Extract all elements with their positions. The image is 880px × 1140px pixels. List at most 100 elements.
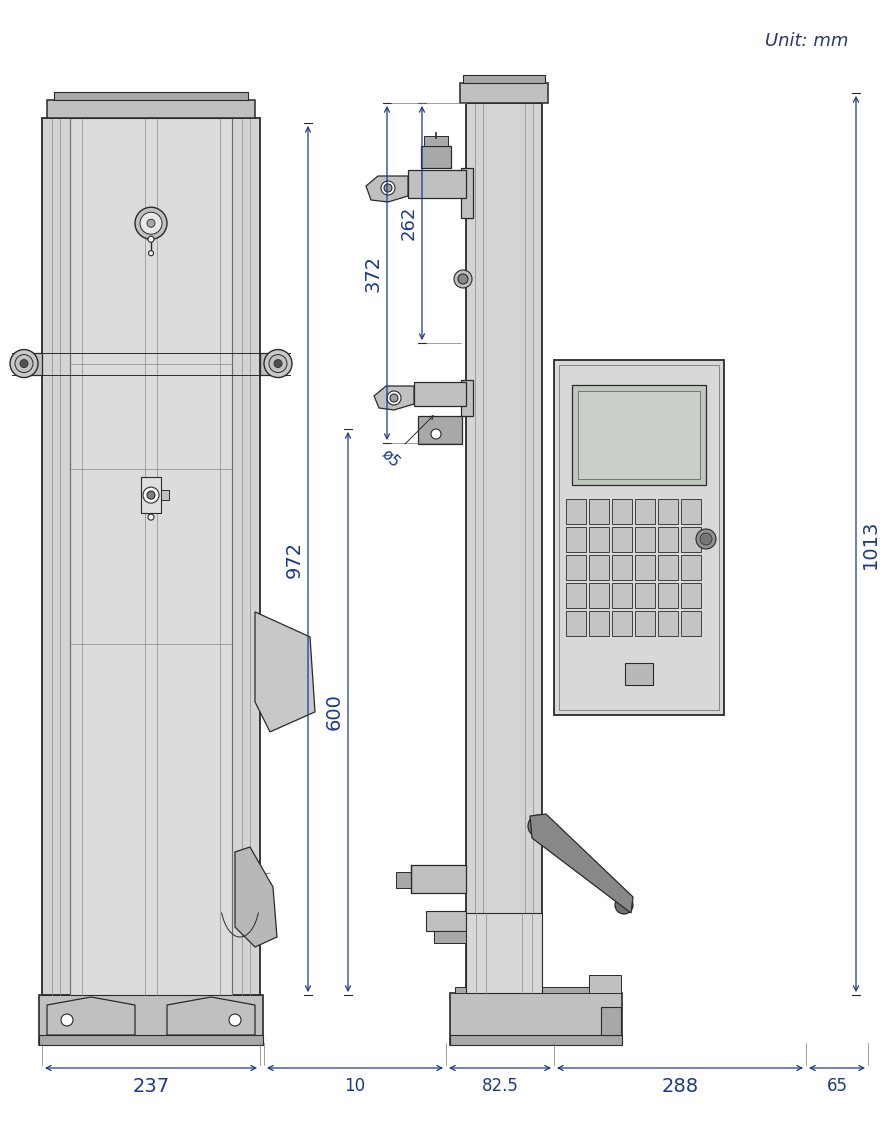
Bar xyxy=(466,103,542,993)
Text: 65: 65 xyxy=(826,1077,847,1096)
Bar xyxy=(612,583,632,608)
Bar xyxy=(657,527,678,552)
Bar xyxy=(612,554,632,579)
Bar xyxy=(612,527,632,552)
Bar xyxy=(680,583,700,608)
Bar xyxy=(680,554,700,579)
Bar xyxy=(450,993,622,1045)
Bar xyxy=(657,554,678,579)
Bar xyxy=(39,995,263,1045)
Circle shape xyxy=(384,184,392,192)
Bar xyxy=(396,872,411,888)
Bar xyxy=(680,527,700,552)
Circle shape xyxy=(381,181,395,195)
Text: 82.5: 82.5 xyxy=(481,1077,518,1096)
Bar xyxy=(54,92,248,100)
Text: 1013: 1013 xyxy=(861,520,879,569)
Text: 600: 600 xyxy=(325,693,343,731)
Circle shape xyxy=(140,212,162,234)
Polygon shape xyxy=(235,847,277,947)
Circle shape xyxy=(229,1013,241,1026)
Bar xyxy=(408,170,466,198)
Bar xyxy=(625,663,653,685)
Bar xyxy=(418,416,462,443)
Text: Unit: mm: Unit: mm xyxy=(765,32,848,50)
Bar xyxy=(566,554,585,579)
Circle shape xyxy=(696,529,716,549)
Polygon shape xyxy=(366,176,408,202)
Polygon shape xyxy=(374,386,414,410)
Bar xyxy=(589,975,621,993)
Circle shape xyxy=(431,429,441,439)
Circle shape xyxy=(20,359,28,367)
Bar xyxy=(455,987,617,993)
Circle shape xyxy=(147,219,155,227)
Bar xyxy=(411,865,466,893)
Bar xyxy=(42,119,260,995)
Bar xyxy=(680,611,700,635)
Bar xyxy=(578,391,700,479)
Polygon shape xyxy=(47,998,135,1035)
Bar xyxy=(47,100,255,119)
Circle shape xyxy=(143,487,159,503)
Text: 372: 372 xyxy=(363,254,383,292)
Bar xyxy=(657,498,678,523)
Circle shape xyxy=(10,350,38,377)
Circle shape xyxy=(148,514,154,520)
Bar xyxy=(559,365,719,710)
Bar xyxy=(680,498,700,523)
Circle shape xyxy=(700,534,712,545)
Bar xyxy=(657,611,678,635)
Circle shape xyxy=(15,355,33,373)
Bar xyxy=(466,913,542,993)
Text: 10: 10 xyxy=(344,1077,365,1096)
Bar xyxy=(601,1007,621,1035)
Bar xyxy=(566,611,585,635)
Bar xyxy=(589,611,608,635)
Polygon shape xyxy=(530,814,633,913)
Bar xyxy=(421,146,451,168)
Circle shape xyxy=(528,815,550,837)
Bar xyxy=(612,498,632,523)
Bar xyxy=(566,583,585,608)
Bar xyxy=(657,583,678,608)
Bar xyxy=(24,352,42,375)
Text: 288: 288 xyxy=(662,1077,699,1096)
Bar xyxy=(612,611,632,635)
Bar xyxy=(424,136,448,146)
Circle shape xyxy=(458,274,468,284)
Text: 237: 237 xyxy=(132,1077,170,1096)
Circle shape xyxy=(615,896,633,914)
Bar xyxy=(634,554,655,579)
Bar xyxy=(634,583,655,608)
Text: ø5: ø5 xyxy=(379,446,403,470)
Circle shape xyxy=(454,270,472,288)
Bar xyxy=(589,498,608,523)
Bar xyxy=(566,498,585,523)
Circle shape xyxy=(61,1013,73,1026)
Circle shape xyxy=(135,207,167,239)
Text: 972: 972 xyxy=(284,540,304,578)
Circle shape xyxy=(274,359,282,367)
Bar xyxy=(589,527,608,552)
Bar xyxy=(566,527,585,552)
Bar xyxy=(634,611,655,635)
Circle shape xyxy=(390,394,398,402)
Bar xyxy=(426,911,466,931)
Bar xyxy=(634,527,655,552)
Circle shape xyxy=(148,236,154,242)
Bar xyxy=(463,75,545,83)
Bar xyxy=(434,931,466,943)
Text: 262: 262 xyxy=(400,206,418,241)
Bar xyxy=(589,554,608,579)
Circle shape xyxy=(264,350,292,377)
Bar xyxy=(554,360,724,715)
Circle shape xyxy=(147,491,155,499)
Bar xyxy=(260,352,278,375)
Bar xyxy=(450,1035,622,1045)
Bar xyxy=(161,490,169,500)
Bar xyxy=(39,1035,263,1045)
Bar xyxy=(414,382,466,406)
Bar xyxy=(141,478,161,513)
Bar xyxy=(460,83,548,103)
